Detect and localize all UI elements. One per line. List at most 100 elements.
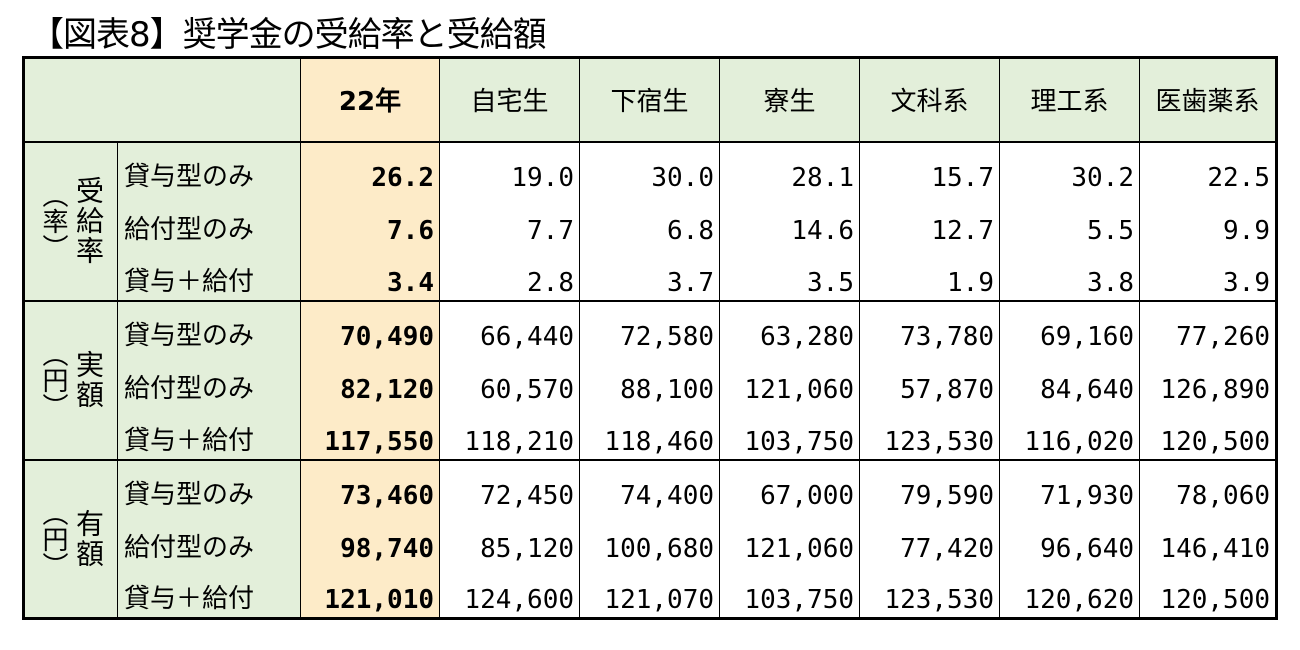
group-unit: （円） [38, 499, 68, 578]
table-row: 貸与＋給付 117,550 118,210 118,460 103,750 123,530… [24, 406, 1277, 460]
table-cell: 57,870 [859, 353, 1000, 407]
table-row: （円） 実額 貸与型のみ 70,490 66,440 72,580 63,280 73,780… [23, 299, 1277, 460]
table-cell: 88,100 [579, 353, 720, 407]
table-cell: 100,680 [579, 512, 720, 566]
row-label: 貸与型のみ [117, 458, 301, 513]
scholarship-table: 22年 自宅生 下宿生 寮生 文科系 理工系 医歯薬系 （率） 受給率 貸与型のみ 2… [22, 56, 1278, 620]
table-cell: 118,210 [439, 406, 580, 460]
table-cell: 118,460 [579, 406, 720, 460]
header-row: 22年 自宅生 下宿生 寮生 文科系 理工系 医歯薬系 [23, 57, 1277, 142]
table-cell: 124,600 [439, 565, 580, 619]
table-cell: 63,280 [719, 299, 860, 354]
group-title: 受給率 [72, 176, 105, 266]
table-cell: 6.8 [579, 194, 720, 248]
table-cell: 78,060 [1139, 458, 1277, 513]
page-title: 【図表8】奨学金の受給率と受給額 [30, 15, 547, 55]
table-cell: 77,260 [1139, 299, 1277, 354]
table-cell: 3.8 [999, 247, 1140, 301]
table-cell: 120,620 [999, 565, 1140, 619]
table-cell: 79,590 [859, 458, 1000, 513]
table-cell: 72,450 [439, 458, 580, 513]
table-cell: 30.2 [999, 140, 1140, 195]
table-cell: 19.0 [439, 140, 580, 195]
header-corner [23, 57, 301, 142]
table-cell: 120,500 [1160, 585, 1270, 615]
group-title: 有額 [72, 508, 105, 569]
table-row: （率） 受給率 貸与型のみ 26.2 19.0 30.0 28.1 15.7 30.2 22.5 [23, 140, 1277, 301]
group-unit: （円） [38, 341, 68, 419]
table-cell: 103,750 [719, 565, 860, 619]
header-col-dorm: 寮生 [719, 57, 860, 142]
table-cell: 3.7 [579, 247, 720, 301]
header-col-humanities: 文科系 [859, 57, 1000, 142]
table-cell: 116,020 [999, 406, 1140, 460]
header-col-22: 22年 [300, 57, 440, 142]
table-cell: 74,400 [579, 458, 720, 513]
row-label: 給付型のみ [117, 194, 301, 248]
header-col-home: 自宅生 [439, 57, 580, 142]
table-row: 貸与＋給付 121,010 124,600 121,070 103,750 123,530… [24, 565, 1277, 619]
table-cell: 22.5 [1139, 140, 1277, 195]
row-label: 貸与＋給付 [117, 565, 301, 619]
table-cell: 73,460 [300, 458, 440, 513]
table-cell: 66,440 [439, 299, 580, 354]
table-cell: 117,550 [300, 406, 440, 460]
table-cell: 121,010 [300, 565, 440, 619]
table-cell: 3.4 [300, 247, 440, 301]
table-cell: 7.7 [439, 194, 580, 248]
group-label: （円） 有額 [23, 458, 118, 619]
table-cell: 70,490 [300, 299, 440, 354]
row-label: 給付型のみ [117, 353, 301, 407]
table-row: （円） 有額 貸与型のみ 73,460 72,450 74,400 67,000 79,590… [23, 458, 1277, 619]
table-cell: 98,740 [300, 512, 440, 566]
table-cell: 96,640 [999, 512, 1140, 566]
row-label: 貸与型のみ [117, 299, 301, 354]
group-label: （円） 実額 [23, 299, 118, 460]
header-col-lodging: 下宿生 [579, 57, 720, 142]
table-cell: 126,890 [1160, 374, 1270, 405]
table-cell: 14.6 [719, 194, 860, 248]
table-cell: 82,120 [300, 353, 440, 407]
table-row: 給付型のみ 82,120 60,570 88,100 121,060 57,870 84,6… [24, 353, 1277, 407]
table-cell: 7.6 [300, 194, 440, 248]
row-label: 給付型のみ [117, 512, 301, 566]
table-cell: 121,060 [719, 353, 860, 407]
table-cell: 71,930 [999, 458, 1140, 513]
table-cell: 123,530 [859, 406, 1000, 460]
table-cell: 30.0 [579, 140, 720, 195]
table-row: 貸与＋給付 3.4 2.8 3.7 3.5 1.9 3.8 3.9 [24, 247, 1277, 301]
table-cell: 28.1 [719, 140, 860, 195]
table-cell: 2.8 [439, 247, 580, 301]
table-cell: 121,070 [579, 565, 720, 619]
table-cell: 69,160 [999, 299, 1140, 354]
table-cell: 3.5 [719, 247, 860, 301]
group-title: 実額 [72, 350, 105, 410]
table-cell: 120,500 [1160, 426, 1270, 457]
table-cell: 12.7 [859, 194, 1000, 248]
row-label: 貸与＋給付 [117, 406, 301, 460]
table-cell: 3.9 [1223, 267, 1270, 298]
table-cell: 67,000 [719, 458, 860, 513]
row-label: 貸与型のみ [117, 140, 301, 195]
table-cell: 85,120 [439, 512, 580, 566]
table-cell: 123,530 [859, 565, 1000, 619]
table-cell: 103,750 [719, 406, 860, 460]
table-cell: 5.5 [999, 194, 1140, 248]
table-cell: 9.9 [1223, 215, 1270, 246]
table-cell: 73,780 [859, 299, 1000, 354]
table-row: 給付型のみ 98,740 85,120 100,680 121,060 77,420 96,… [24, 512, 1277, 566]
group-label: （率） 受給率 [23, 140, 118, 301]
table-cell: 84,640 [999, 353, 1140, 407]
table-cell: 146,410 [1160, 533, 1270, 564]
table-cell: 121,060 [719, 512, 860, 566]
table-cell: 72,580 [579, 299, 720, 354]
table-cell: 1.9 [859, 247, 1000, 301]
table-cell: 77,420 [859, 512, 1000, 566]
table-cell: 60,570 [439, 353, 580, 407]
header-col-science: 理工系 [999, 57, 1140, 142]
table-row: 給付型のみ 7.6 7.7 6.8 14.6 12.7 5.5 9.9 [24, 194, 1277, 248]
table-cell: 26.2 [300, 140, 440, 195]
group-unit: （率） [38, 182, 68, 260]
row-label: 貸与＋給付 [117, 247, 301, 301]
table-cell: 15.7 [859, 140, 1000, 195]
